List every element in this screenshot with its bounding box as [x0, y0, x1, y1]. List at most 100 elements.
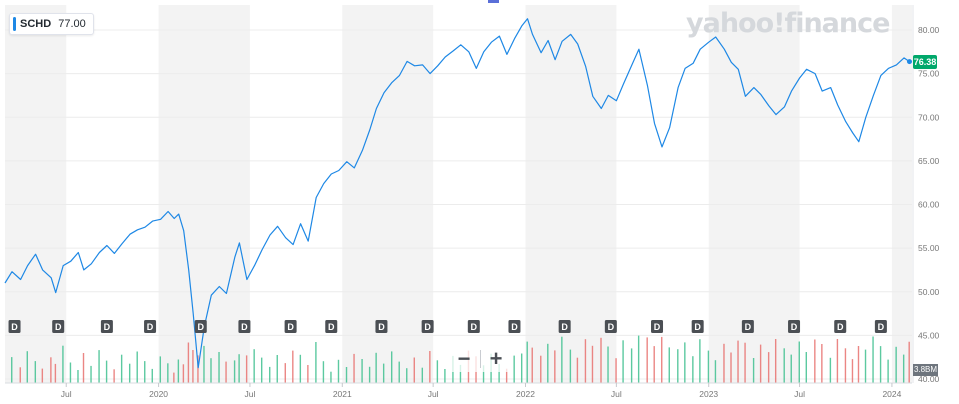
- volume-bar: [337, 359, 340, 383]
- dividend-marker[interactable]: D: [558, 320, 571, 333]
- zoom-out-button[interactable]: −: [457, 346, 471, 371]
- volume-bar: [829, 357, 832, 383]
- y-tick-label: 60.00: [918, 200, 940, 210]
- volume-bar: [307, 365, 309, 383]
- dividend-marker-box: [375, 320, 388, 333]
- volume-bar: [646, 337, 648, 383]
- volume-bar: [600, 337, 602, 383]
- volume-bar: [173, 372, 175, 383]
- volume-bar: [34, 361, 37, 383]
- dividend-marker[interactable]: D: [325, 320, 338, 333]
- volume-bar: [50, 357, 52, 383]
- volume-bar: [192, 350, 194, 383]
- volume-bar: [569, 349, 572, 383]
- dividend-marker[interactable]: D: [604, 320, 617, 333]
- y-tick-label: 40.00: [918, 374, 940, 384]
- dividend-marker[interactable]: D: [874, 320, 887, 333]
- price-series: [4, 18, 912, 369]
- dividend-marker[interactable]: D: [375, 320, 388, 333]
- volume-bar: [540, 355, 542, 383]
- volume-bar: [41, 368, 44, 383]
- dividend-marker[interactable]: D: [194, 320, 207, 333]
- x-tick-label: Jul: [428, 389, 439, 399]
- dividend-marker[interactable]: D: [8, 320, 21, 333]
- dividend-marker[interactable]: D: [52, 320, 65, 333]
- volume-bar: [187, 342, 190, 383]
- dividend-marker[interactable]: D: [284, 320, 297, 333]
- volume-bar: [505, 368, 508, 383]
- volume-bar: [429, 351, 431, 383]
- dividend-marker[interactable]: D: [467, 320, 480, 333]
- volume-bar: [615, 358, 617, 383]
- volume-bar: [821, 344, 823, 383]
- volume-bar: [531, 347, 533, 383]
- zoom-divider: [480, 350, 481, 368]
- zoom-controls: − +: [449, 346, 513, 372]
- volume-bar: [759, 344, 762, 383]
- volume-bar: [805, 352, 807, 383]
- volume-bar: [513, 355, 515, 383]
- y-tick-label: 55.00: [918, 243, 940, 253]
- dividend-marker-box: [144, 320, 157, 333]
- volume-bar: [210, 358, 212, 383]
- dividend-marker-label: D: [471, 322, 478, 332]
- x-tick-label: 2024: [882, 389, 901, 399]
- dividend-marker[interactable]: D: [834, 320, 847, 333]
- legend[interactable]: SCHD 77.00: [9, 13, 94, 35]
- dividend-marker-box: [651, 320, 664, 333]
- x-axis: Jul 2020 Jul 2021 Jul 2022 Jul 2023 Jul 2024: [5, 382, 912, 399]
- volume-bar: [668, 347, 670, 383]
- volume-bar: [436, 360, 439, 383]
- range-handle[interactable]: [488, 0, 499, 3]
- volume-bar: [459, 364, 462, 383]
- dividend-marker[interactable]: D: [508, 320, 521, 333]
- volume-bar: [62, 345, 64, 383]
- volume-bar: [253, 349, 255, 383]
- shade-band: [708, 5, 800, 383]
- x-tick-label: Jul: [794, 389, 805, 399]
- volume-bar: [798, 341, 800, 383]
- dividend-marker-box: [421, 320, 434, 333]
- volume-bar: [730, 352, 732, 383]
- dividend-marker[interactable]: D: [421, 320, 434, 333]
- volume-bar: [783, 348, 785, 383]
- last-price-tag: 76.38: [913, 55, 937, 69]
- price-line: [4, 18, 910, 369]
- dividend-marker-label: D: [104, 322, 111, 332]
- x-tick-label: 2020: [149, 389, 168, 399]
- volume-bar: [82, 353, 85, 383]
- dividend-marker[interactable]: D: [238, 320, 251, 333]
- dividend-marker[interactable]: D: [100, 320, 113, 333]
- volume-tag: 3.8BM: [913, 364, 938, 376]
- zoom-in-button[interactable]: +: [489, 346, 503, 371]
- dividend-marker[interactable]: D: [144, 320, 157, 333]
- dividend-marker-box: [8, 320, 21, 333]
- dividend-marker[interactable]: D: [741, 320, 754, 333]
- volume-bar: [245, 355, 248, 383]
- volume-bar: [284, 363, 286, 383]
- volume-bar: [684, 342, 686, 383]
- x-tick-label: Jul: [61, 389, 72, 399]
- dividend-marker-label: D: [11, 322, 18, 332]
- dividend-marker[interactable]: D: [691, 320, 704, 333]
- dividend-marker[interactable]: D: [788, 320, 801, 333]
- dividend-marker-label: D: [287, 322, 294, 332]
- volume-bar: [744, 342, 746, 383]
- volume-bar: [692, 356, 694, 383]
- volume-bar: [98, 350, 100, 383]
- volume-bar: [737, 340, 739, 383]
- volume-bar: [444, 369, 446, 383]
- yahoo-finance-logo: yahoo!finance: [686, 8, 890, 39]
- volume-bar: [774, 339, 777, 383]
- volume-bar: [128, 363, 131, 383]
- volume-bar: [345, 367, 348, 383]
- dividend-marker[interactable]: D: [651, 320, 664, 333]
- volume-bar: [322, 361, 325, 383]
- volume-bar: [723, 343, 725, 383]
- legend-value: 77.00: [58, 18, 86, 30]
- volume-bar: [661, 336, 663, 383]
- dividend-marker-label: D: [654, 322, 661, 332]
- volume-bar: [238, 354, 240, 383]
- dividend-marker-box: [508, 320, 521, 333]
